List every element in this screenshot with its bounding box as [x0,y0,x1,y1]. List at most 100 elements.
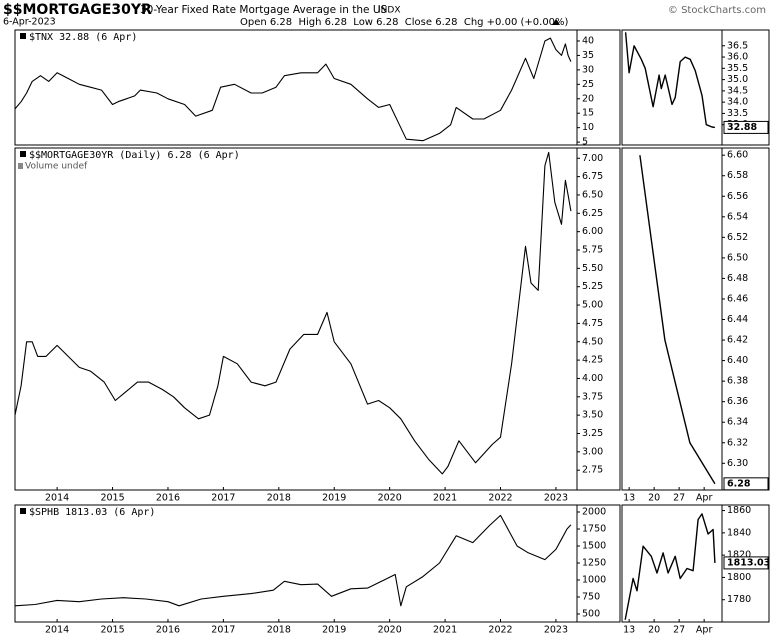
y-tick-label: 5.00 [582,300,603,311]
exchange: INDX [378,6,400,16]
quote: Open 6.28 High 6.28 Low 6.28 Close 6.28 … [240,17,569,28]
legend-swatch [20,151,26,157]
y-tick-label: 6.36 [727,396,748,407]
x-tick-label: 2015 [100,625,124,636]
y-tick-label: 1750 [582,523,606,534]
y-tick-label: 4.25 [582,355,603,366]
panel-frame [621,147,770,491]
x-tick-label: 2019 [322,493,346,504]
legend-label: $SPHB 1813.03 (6 Apr) [29,507,155,518]
y-tick-label: 5 [582,137,588,148]
y-tick-label: 35.5 [727,63,748,74]
x-tick-label: 2016 [156,625,180,636]
y-tick-label: 30 [582,64,594,75]
panel-frame [621,504,770,623]
y-tick-label: 5.75 [582,245,603,256]
x-tick-label: 13 [623,493,635,504]
price-line [624,513,716,620]
y-tick-label: 6.46 [727,293,748,304]
x-tick-label: 2014 [45,493,69,504]
y-tick-label: 500 [582,608,600,619]
x-tick-label: 2023 [544,493,568,504]
y-tick-label: 1250 [582,557,606,568]
last-value-box [723,477,769,491]
x-tick-label: 20 [648,625,660,636]
y-tick-label: 34.0 [727,97,748,108]
y-tick-label: 6.40 [727,355,748,366]
y-tick-label: 10 [582,122,594,133]
x-tick-label: 2017 [211,625,235,636]
y-tick-label: 5.50 [582,263,603,274]
x-tick-label: 27 [673,493,685,504]
y-tick-label: 6.25 [582,208,603,219]
legend-swatch [20,33,26,39]
x-tick-label: 2016 [156,493,180,504]
x-tick-label: 27 [673,625,685,636]
y-tick-label: 2.75 [582,465,603,476]
panel-frame [14,29,621,146]
y-tick-label: 6.48 [727,273,748,284]
y-tick-label: 1860 [727,505,751,516]
panel-frame [621,29,770,146]
source: © StockCharts.com [668,5,766,16]
y-tick-label: 6.56 [727,191,748,202]
x-tick-label: 2021 [433,625,457,636]
y-tick-label: 5.25 [582,281,603,292]
y-tick-label: 6.00 [582,226,603,237]
volume-icon [18,163,23,169]
y-tick-label: 36.5 [727,40,748,51]
x-tick-label: 2020 [378,493,402,504]
price-line [639,155,716,485]
y-tick-label: 3.75 [582,391,603,402]
last-value-box [723,120,769,134]
y-tick-label: 6.50 [727,252,748,263]
y-tick-label: 6.34 [727,417,748,428]
price-line [14,151,572,475]
x-tick-label: Apr [696,625,713,636]
legend-label: $$MORTGAGE30YR (Daily) 6.28 (6 Apr) [29,150,240,161]
arrow-icon [552,19,560,25]
y-tick-label: 3.50 [582,410,603,421]
x-tick-label: 2017 [211,493,235,504]
legend-swatch [20,508,26,514]
x-tick-label: Apr [696,493,713,504]
x-tick-label: 20 [648,493,660,504]
x-tick-label: 2018 [267,493,291,504]
y-tick-label: 1500 [582,540,606,551]
y-tick-label: 35 [582,50,594,61]
y-tick-label: 40 [582,35,594,46]
y-tick-label: 3.25 [582,428,603,439]
last-value-label: 32.88 [727,122,757,133]
y-tick-label: 4.50 [582,336,603,347]
last-value-label: 6.28 [727,478,751,489]
y-tick-label: 35.0 [727,74,748,85]
y-tick-label: 4.00 [582,373,603,384]
y-tick-label: 25 [582,79,594,90]
x-tick-label: 2014 [45,625,69,636]
panel-frame [14,504,621,623]
x-tick-label: 2019 [322,625,346,636]
y-tick-label: 1000 [582,574,606,585]
y-tick-label: 1820 [727,550,751,561]
y-tick-label: 6.44 [727,314,748,325]
date: 6-Apr-2023 [3,17,56,28]
x-tick-label: 2022 [488,493,512,504]
x-tick-label: 2022 [488,625,512,636]
y-tick-label: 15 [582,108,594,119]
panel-frame [14,147,621,491]
y-tick-label: 750 [582,591,600,602]
y-tick-label: 1840 [727,527,751,538]
y-tick-label: 36.0 [727,52,748,63]
last-value-label: 1813.03 [727,557,770,568]
y-tick-label: 6.50 [582,189,603,200]
annotation: Volume undef [25,162,88,172]
y-tick-label: 1800 [727,572,751,583]
y-tick-label: 7.00 [582,153,603,164]
y-tick-label: 6.32 [727,437,748,448]
price-line [14,37,572,142]
y-tick-label: 34.5 [727,85,748,96]
x-tick-label: 2015 [100,493,124,504]
y-tick-label: 6.42 [727,335,748,346]
y-tick-label: 6.30 [727,458,748,469]
